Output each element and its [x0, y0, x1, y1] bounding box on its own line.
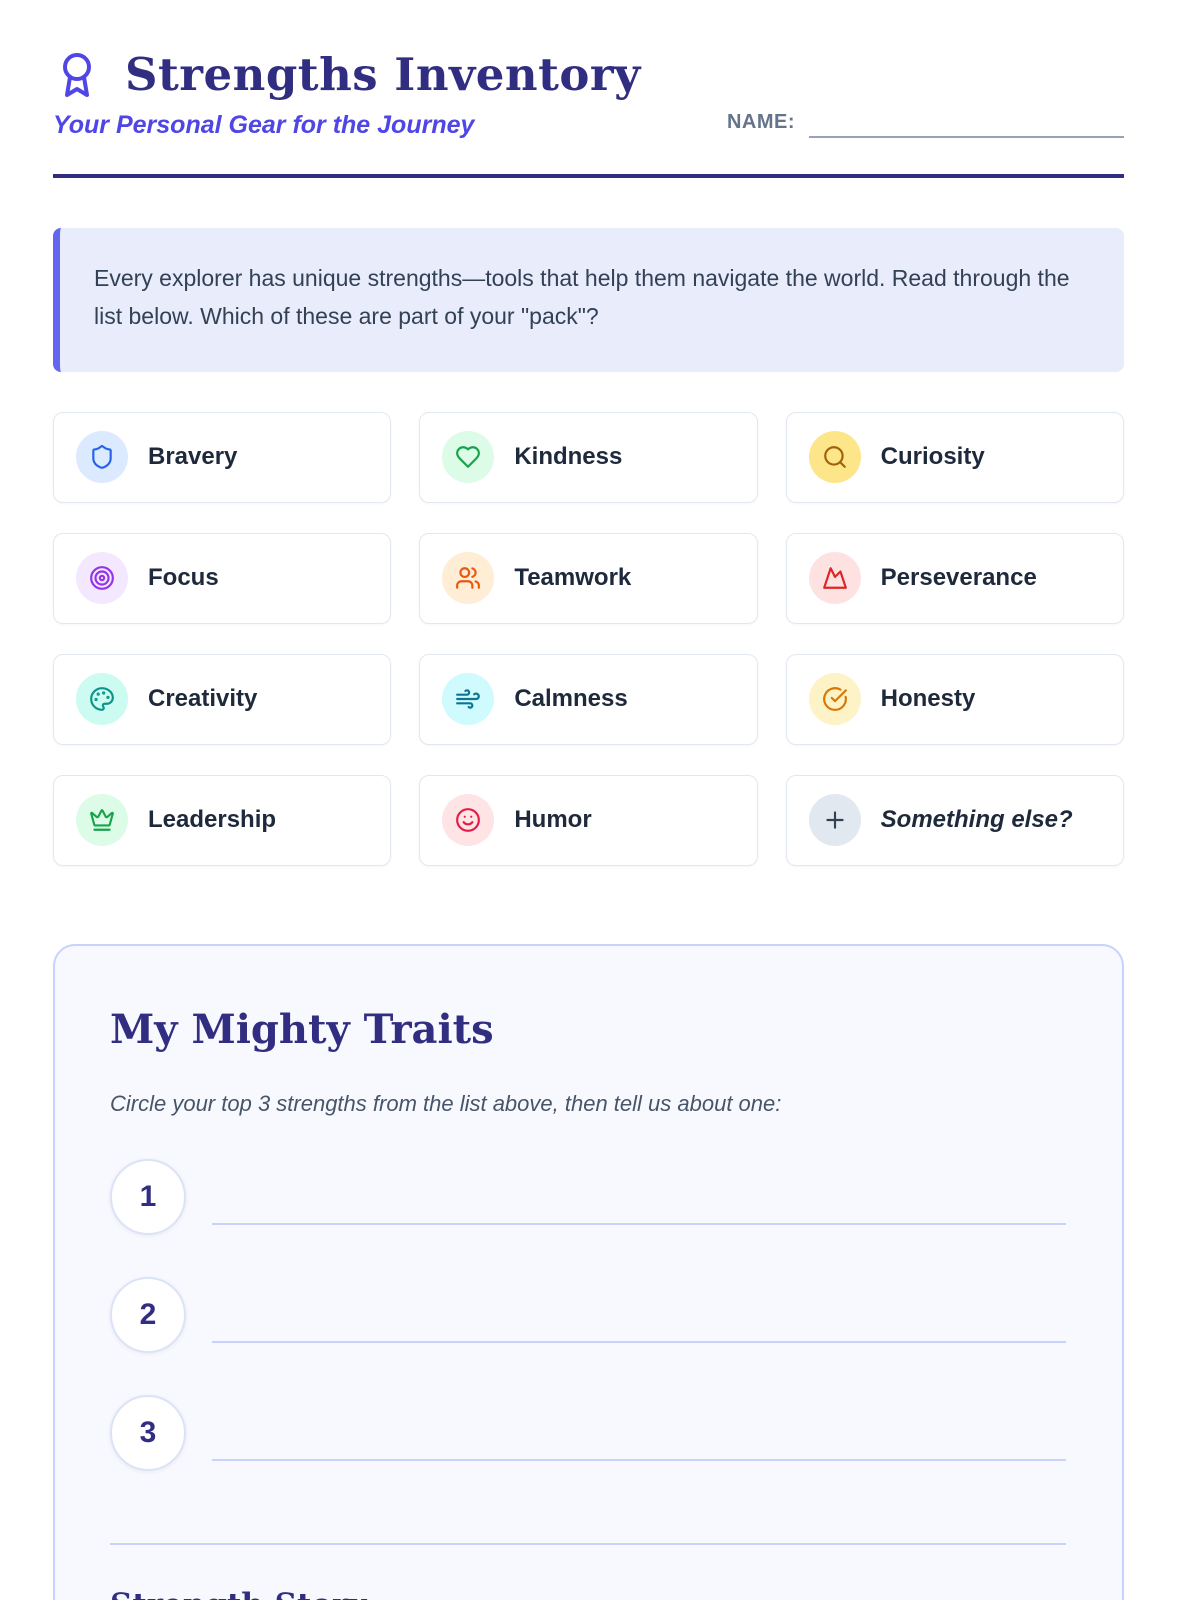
trait-number-badge: 3 [110, 1394, 186, 1471]
strength-story-label: Strength Story: [110, 1587, 1066, 1600]
trait-slot-1: 1 [110, 1158, 1066, 1235]
users-icon [442, 552, 495, 605]
strength-label: Teamwork [514, 564, 632, 592]
trait-input-line-2[interactable] [212, 1277, 1066, 1343]
strength-label: Humor [514, 806, 592, 834]
plus-icon [808, 794, 861, 847]
strength-card-focus[interactable]: Focus [53, 532, 392, 624]
strength-card-kindness[interactable]: Kindness [419, 411, 758, 503]
strength-label: Kindness [514, 443, 623, 471]
trait-slot-3: 3 [110, 1394, 1066, 1471]
target-icon [76, 552, 128, 605]
strength-label: Leadership [148, 806, 277, 834]
strength-card-humor[interactable]: Humor [419, 774, 758, 866]
heart-icon [442, 431, 495, 484]
strength-label: Calmness [514, 685, 628, 713]
strength-label: Something else? [880, 806, 1073, 834]
traits-instruction: Circle your top 3 strengths from the lis… [110, 1090, 782, 1116]
strength-card-bravery[interactable]: Bravery [53, 411, 392, 503]
name-input-line[interactable] [809, 108, 1124, 138]
trait-number-badge: 2 [110, 1276, 186, 1353]
strength-label: Creativity [148, 685, 258, 713]
palette-icon [76, 673, 128, 726]
page-subtitle: Your Personal Gear for the Journey [53, 111, 475, 139]
strength-label: Focus [148, 564, 219, 592]
award-ribbon-icon [53, 49, 101, 101]
name-label: NAME: [726, 111, 795, 133]
strength-card-something-else[interactable]: Something else? [785, 774, 1124, 866]
strength-card-honesty[interactable]: Honesty [785, 653, 1124, 745]
search-icon [808, 431, 861, 484]
strength-card-creativity[interactable]: Creativity [53, 653, 392, 745]
strength-card-calmness[interactable]: Calmness [419, 653, 758, 745]
header-left: Strengths Inventory Your Personal Gear f… [53, 48, 641, 140]
intro-callout: Every explorer has unique strengths—tool… [53, 228, 1124, 372]
strength-card-perseverance[interactable]: Perseverance [785, 532, 1124, 624]
trait-input-line-3[interactable] [212, 1395, 1066, 1461]
wind-icon [442, 673, 495, 726]
circle-check-icon [808, 673, 861, 726]
strength-label: Honesty [880, 685, 976, 713]
trait-number-badge: 1 [110, 1158, 186, 1235]
shield-icon [76, 431, 128, 484]
strength-card-teamwork[interactable]: Teamwork [419, 532, 758, 624]
strength-card-leadership[interactable]: Leadership [53, 774, 392, 866]
mighty-traits-panel: My Mighty Traits Circle your top 3 stren… [53, 943, 1124, 1600]
header: Strengths Inventory Your Personal Gear f… [53, 48, 1124, 140]
page-title: Strengths Inventory [125, 48, 641, 101]
strength-label: Bravery [148, 443, 238, 471]
traits-title: My Mighty Traits [110, 1005, 494, 1053]
mountain-icon [808, 552, 861, 605]
strength-card-curiosity[interactable]: Curiosity [785, 411, 1124, 503]
smile-icon [442, 794, 495, 847]
traits-divider [110, 1542, 1066, 1545]
name-block: NAME: [727, 108, 1124, 140]
trait-slot-2: 2 [110, 1276, 1066, 1353]
header-divider [53, 174, 1124, 178]
crown-icon [76, 794, 128, 847]
intro-text: Every explorer has unique strengths—tool… [94, 265, 1070, 329]
strength-label: Perseverance [880, 564, 1037, 592]
strength-label: Curiosity [880, 443, 985, 471]
strengths-grid: Bravery Kindness Curiosity [53, 411, 1124, 866]
trait-input-line-1[interactable] [212, 1159, 1066, 1225]
